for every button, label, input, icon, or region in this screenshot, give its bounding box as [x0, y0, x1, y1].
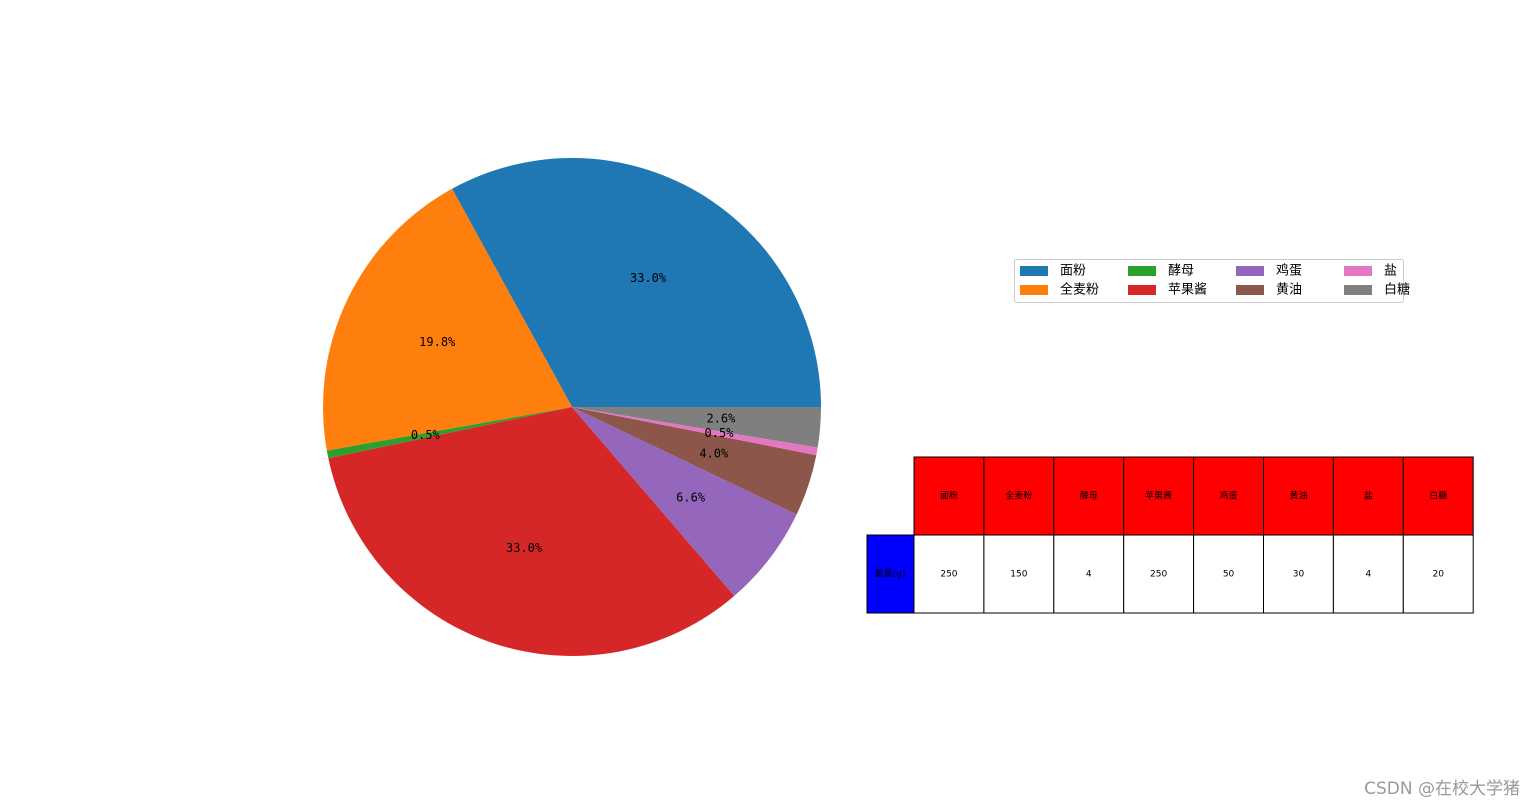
table-value: 250	[940, 570, 957, 580]
table-header-cell	[1263, 456, 1334, 536]
legend-label: 黄油	[1276, 283, 1302, 298]
pct-label: 6.6%	[676, 490, 706, 504]
table-value: 4	[1086, 570, 1092, 580]
legend-label: 酵母	[1168, 264, 1194, 279]
table-header: 全麦粉	[1005, 490, 1032, 502]
table-header: 盐	[1364, 490, 1373, 502]
table-value: 4	[1365, 570, 1371, 580]
table-header: 黄油	[1289, 490, 1307, 502]
legend-swatch	[1020, 285, 1048, 295]
pie-slice	[323, 188, 572, 451]
table-value: 50	[1223, 570, 1235, 580]
table-header: 面粉	[940, 490, 958, 502]
legend-swatch	[1020, 266, 1048, 276]
legend-label: 白糖	[1384, 282, 1410, 298]
table-header-cell	[983, 456, 1055, 536]
pie-slice	[328, 407, 735, 656]
pie-slice	[452, 158, 821, 407]
pct-label: 2.6%	[706, 412, 736, 426]
legend-label: 鸡蛋	[1276, 263, 1302, 279]
table-cell	[1123, 534, 1195, 614]
legend-label: 全麦粉	[1060, 282, 1099, 298]
legend-swatch	[1128, 285, 1156, 295]
pie-slice	[572, 407, 797, 596]
table-header-cell	[913, 456, 985, 536]
table-header: 鸡蛋	[1220, 490, 1238, 502]
table-value: 20	[1433, 570, 1445, 580]
table-row-label-cell	[866, 534, 915, 614]
table-value: 250	[1150, 570, 1167, 580]
pct-label: 0.5%	[705, 426, 735, 440]
legend-box	[1014, 259, 1404, 303]
pct-label: 33.0%	[506, 541, 543, 555]
legend-swatch	[1344, 285, 1372, 295]
legend-swatch	[1236, 285, 1264, 295]
table-header-cell	[1402, 456, 1474, 536]
pie-slice	[572, 407, 818, 456]
legend-swatch	[1128, 266, 1156, 276]
table-header: 酵母	[1080, 491, 1098, 502]
legend-label: 盐	[1384, 264, 1397, 279]
pct-label: 33.0%	[630, 271, 667, 285]
pct-label: 4.0%	[699, 447, 729, 461]
legend-label: 面粉	[1060, 264, 1086, 279]
pie-slice	[326, 407, 572, 459]
table-header: 苹果酱	[1145, 490, 1172, 502]
table-value: 150	[1010, 570, 1027, 580]
table-cell	[1402, 534, 1474, 614]
table-header-cell	[1193, 456, 1264, 536]
table-cell	[913, 534, 985, 614]
watermark: CSDN @在校大学猪	[1364, 779, 1520, 799]
table-cell	[1053, 534, 1125, 614]
table-value: 30	[1293, 570, 1305, 580]
pct-label: 19.8%	[419, 335, 456, 349]
pie-slice	[572, 407, 821, 448]
pie-slice	[572, 407, 817, 515]
table-row-label: 重量(g)	[875, 568, 906, 580]
legend-label: 苹果酱	[1168, 283, 1207, 298]
table-header-cell	[1123, 456, 1195, 536]
table-cell	[1193, 534, 1264, 614]
legend-swatch	[1236, 266, 1264, 276]
legend-swatch	[1344, 266, 1372, 276]
table-header: 白糖	[1429, 490, 1447, 502]
pct-label: 0.5%	[411, 428, 441, 442]
